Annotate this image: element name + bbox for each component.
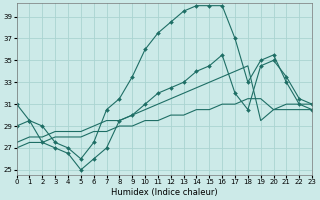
X-axis label: Humidex (Indice chaleur): Humidex (Indice chaleur) xyxy=(111,188,218,197)
